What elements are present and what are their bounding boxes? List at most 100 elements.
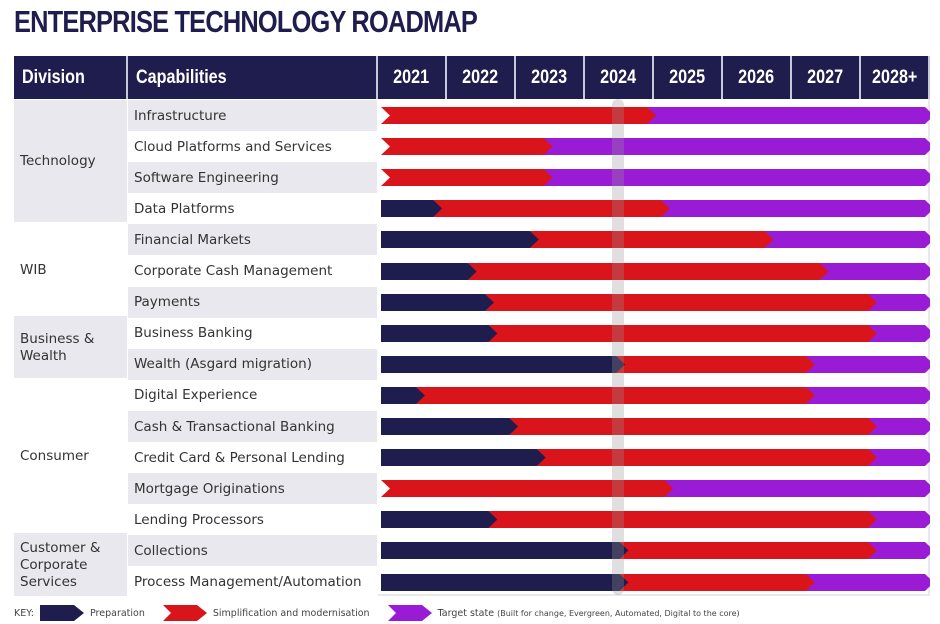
simplification-segment <box>415 386 815 404</box>
preparation-segment <box>381 418 519 435</box>
capability-timeline-bar <box>378 411 930 442</box>
target-segment <box>867 418 930 435</box>
preparation-segment <box>381 511 498 529</box>
capability-timeline-bar <box>378 504 930 535</box>
capability-row-label: Infrastructure <box>128 100 377 131</box>
preparation-segment <box>381 324 498 342</box>
capability-timeline-bar <box>378 131 930 162</box>
header-year-2026: 2026 <box>723 56 792 99</box>
target-segment <box>867 449 930 467</box>
target-segment <box>867 542 930 560</box>
target-segment <box>543 138 930 156</box>
capability-row-label: Digital Experience <box>134 387 258 404</box>
legend-item-target: Target state (Built for change, Evergree… <box>382 605 740 621</box>
header-year-2022: 2022 <box>447 56 516 99</box>
target-segment <box>805 573 930 591</box>
preparation-segment <box>381 542 629 560</box>
capability-timeline-bar <box>378 349 930 380</box>
simplification-segment <box>381 138 553 156</box>
target-arrow-icon <box>387 605 432 621</box>
capability-timeline-bar <box>378 380 930 411</box>
current-year-marker <box>612 99 624 595</box>
capability-timeline-bar <box>378 256 930 287</box>
header-division: Division <box>14 56 128 99</box>
simplification-segment <box>536 449 877 467</box>
legend-key-label: KEY: <box>14 607 34 619</box>
division-customer-corporate-services: Customer & Corporate Services <box>14 535 127 598</box>
legend-item-simplification: Simplification and modernisation <box>157 605 370 621</box>
target-segment <box>867 324 930 342</box>
capability-row-label: Mortgage Originations <box>128 473 377 505</box>
simplification-segment <box>488 511 877 529</box>
capability-row-label: Payments <box>128 286 377 318</box>
preparation-segment <box>381 449 546 467</box>
target-segment <box>805 355 930 373</box>
preparation-segment <box>381 262 477 280</box>
capability-timeline-bar <box>378 442 930 473</box>
simplification-segment <box>381 169 553 187</box>
capability-row-label: Software Engineering <box>128 162 377 194</box>
capability-row-label: Corporate Cash Management <box>134 263 333 279</box>
legend-item-preparation: Preparation <box>34 605 145 621</box>
simplification-segment <box>616 355 815 373</box>
division-business-wealth: Business & Wealth <box>14 317 127 380</box>
division-technology: Technology <box>14 100 127 225</box>
simplification-segment <box>484 293 877 311</box>
capability-timeline-bar <box>378 473 930 504</box>
simplification-segment <box>488 324 877 342</box>
target-segment <box>664 480 930 498</box>
simplification-segment <box>433 200 670 218</box>
preparation-segment <box>381 231 539 249</box>
simplification-segment <box>381 480 674 498</box>
capability-timeline-bar <box>378 318 930 349</box>
header-year-2021: 2021 <box>378 56 447 99</box>
header-year-2023: 2023 <box>516 56 585 99</box>
division-consumer: Consumer <box>14 379 127 536</box>
header-year-2028plus: 2028+ <box>861 56 930 99</box>
preparation-segment <box>381 386 425 404</box>
legend: KEY: Preparation Simplification and mode… <box>14 605 752 621</box>
capability-timeline-bar <box>378 287 930 318</box>
target-segment <box>764 231 930 249</box>
capability-row-label: Lending Processors <box>134 511 264 528</box>
simplification-segment <box>619 542 877 560</box>
preparation-segment <box>381 293 494 311</box>
simplification-segment <box>467 262 829 280</box>
preparation-segment <box>381 573 629 591</box>
page-title: ENTERPRISE TECHNOLOGY ROADMAP <box>14 4 478 39</box>
preparation-arrow-icon <box>39 605 84 621</box>
capability-timeline-bar <box>378 224 930 255</box>
division-wib: WIB <box>14 224 127 318</box>
header-year-2024: 2024 <box>585 56 654 99</box>
header-capabilities: Capabilities <box>128 56 378 99</box>
capability-timeline-bar <box>378 567 930 598</box>
target-segment <box>867 293 930 311</box>
simplification-arrow-icon <box>162 605 207 621</box>
capability-row-label: Cash & Transactional Banking <box>128 411 377 442</box>
target-segment <box>867 511 930 529</box>
timeline-chart-area <box>378 99 930 596</box>
simplification-segment <box>529 231 774 249</box>
capability-row-label: Business Banking <box>134 325 253 342</box>
capability-row-label: Cloud Platforms and Services <box>134 138 332 155</box>
capability-timeline-bar <box>378 162 930 193</box>
capability-row-label: Process Management/Automation <box>134 574 362 590</box>
target-segment <box>805 386 930 404</box>
preparation-segment <box>381 200 443 218</box>
target-segment <box>819 262 930 280</box>
simplification-segment <box>381 107 657 124</box>
capability-timeline-bar <box>378 193 930 224</box>
capability-row-label: Credit Card & Personal Lending <box>134 449 345 466</box>
header-year-2025: 2025 <box>654 56 723 99</box>
preparation-segment <box>381 355 626 373</box>
target-segment <box>660 200 930 218</box>
capability-timeline-bar <box>378 100 930 131</box>
capability-row-label: Data Platforms <box>134 200 235 217</box>
capability-row-label: Financial Markets <box>128 224 377 256</box>
capability-row-label: Wealth (Asgard migration) <box>128 348 377 380</box>
capability-row-label: Collections <box>128 535 377 567</box>
capability-timeline-bar <box>378 535 930 566</box>
target-segment <box>647 107 930 124</box>
header-year-2027: 2027 <box>792 56 861 99</box>
simplification-segment <box>619 573 815 591</box>
